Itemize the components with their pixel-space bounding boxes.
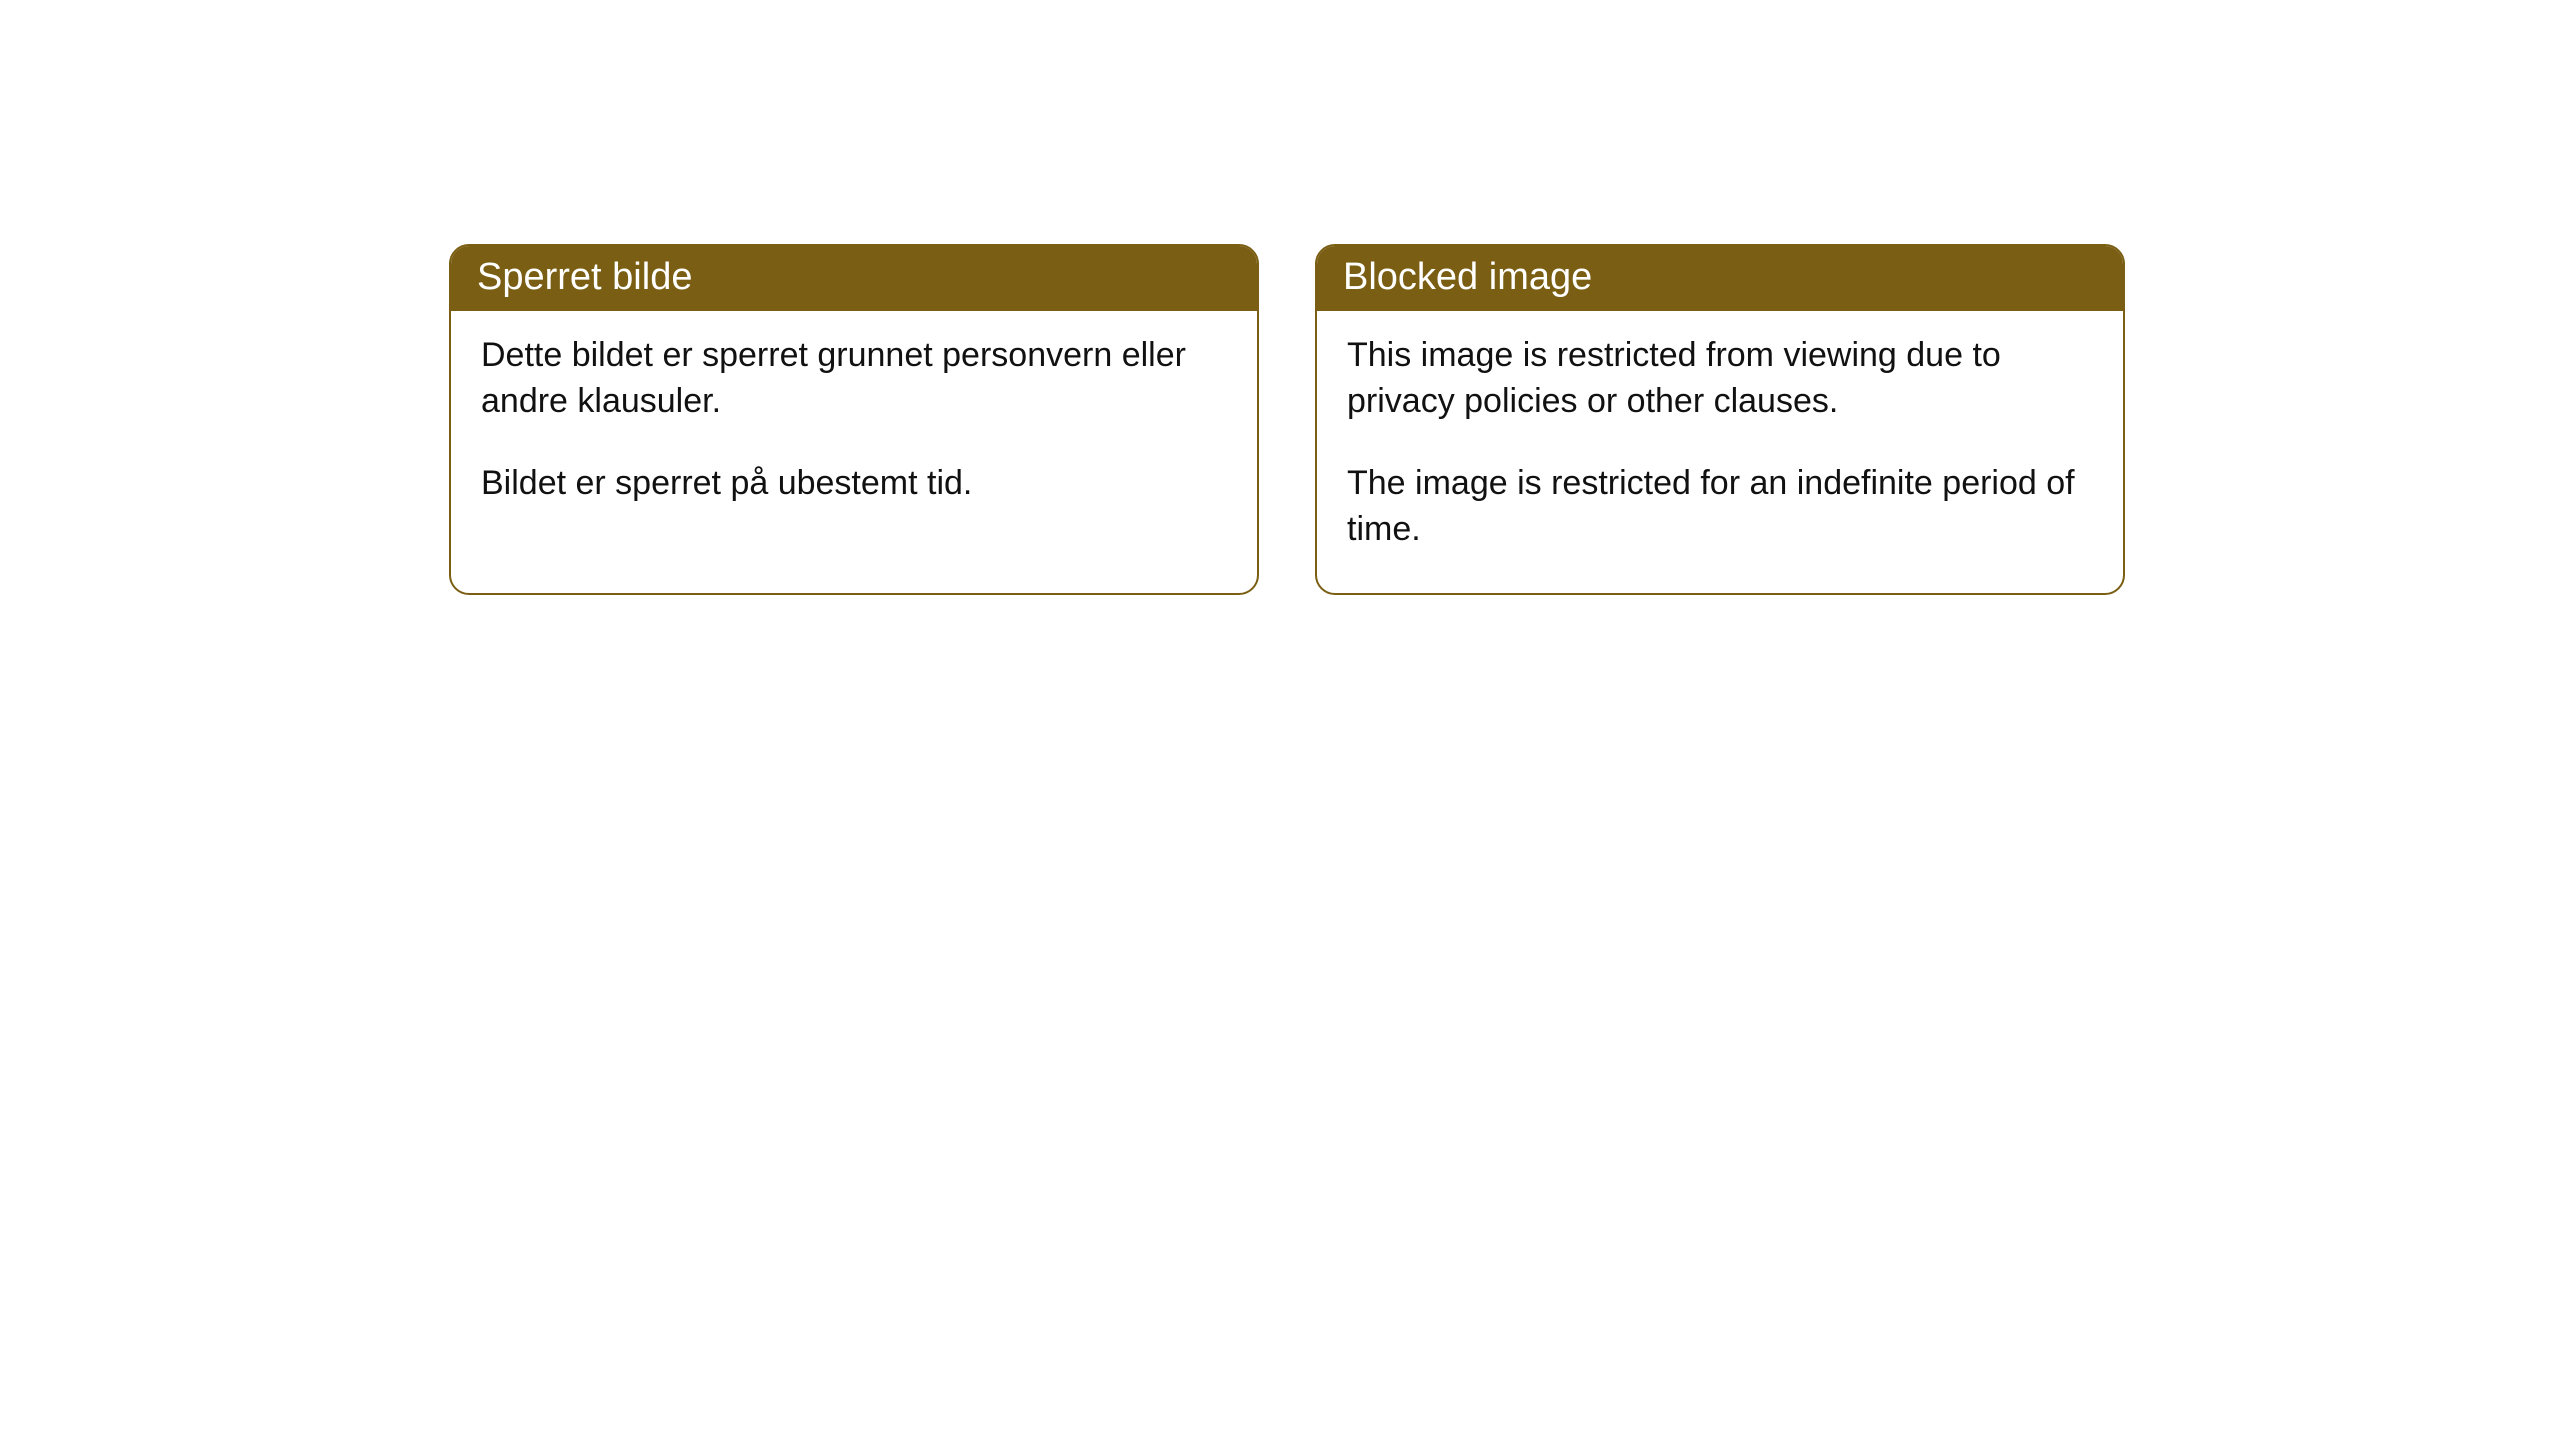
card-title: Blocked image (1343, 256, 1592, 298)
card-title: Sperret bilde (477, 256, 692, 298)
card-body-english: This image is restricted from viewing du… (1317, 311, 2123, 593)
card-norwegian: Sperret bilde Dette bildet er sperret gr… (449, 244, 1259, 595)
card-paragraph: This image is restricted from viewing du… (1347, 333, 2093, 425)
card-paragraph: Dette bildet er sperret grunnet personve… (481, 333, 1227, 425)
card-english: Blocked image This image is restricted f… (1315, 244, 2125, 595)
cards-container: Sperret bilde Dette bildet er sperret gr… (0, 0, 2560, 595)
card-body-norwegian: Dette bildet er sperret grunnet personve… (451, 311, 1257, 547)
card-header-english: Blocked image (1317, 246, 2123, 311)
card-header-norwegian: Sperret bilde (451, 246, 1257, 311)
card-paragraph: Bildet er sperret på ubestemt tid. (481, 461, 1227, 507)
card-paragraph: The image is restricted for an indefinit… (1347, 461, 2093, 553)
